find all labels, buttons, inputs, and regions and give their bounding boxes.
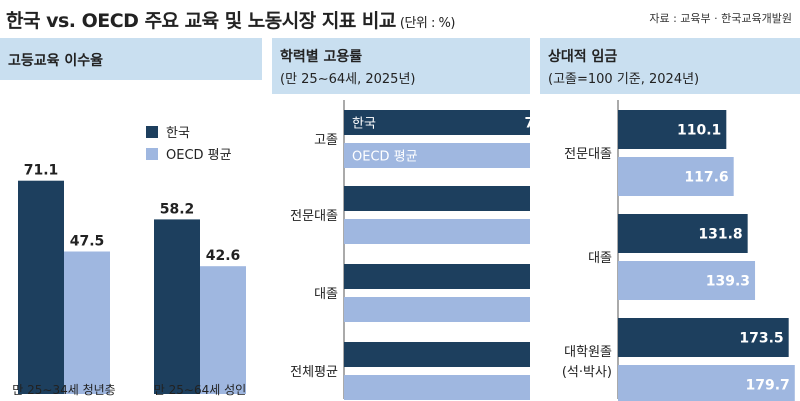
panel-attainment: 고등교육 이수율 71.1 47.5 만 25∼34세 청년층(2024년) 58.2… [0,38,262,401]
data-label: 117.6 [684,170,728,186]
source-note: 자료 : 교육부 · 한국교육개발원 [649,12,792,25]
panel-wage-header: 상대적 임금 (고졸=100 기준, 2024년) [540,38,800,94]
bar-korea [618,318,789,357]
category-label-line: 대졸 [588,251,612,266]
bar-korea [344,342,530,367]
category-label-line: 대졸 [314,287,338,302]
data-label: 173.5 [739,331,783,347]
category-label-line: 만 25∼34세 청년층 [12,383,115,397]
wage-chart: 110.1 117.6 전문대졸 131.8 139.3 대졸 173.5 179.7 대학원졸… [562,100,795,401]
data-label: 47.5 [70,234,105,250]
category-label: 고졸 [314,133,338,148]
legend-label: 한국 [166,126,190,141]
headline-unit: (단위 : %) [399,16,456,31]
category-label-line: 고졸 [314,133,338,148]
attainment-chart: 71.1 47.5 만 25∼34세 청년층(2024년) 58.2 42.6 만 25∼… [12,126,246,401]
panel-attainment-title: 고등교육 이수율 [8,53,104,69]
data-label: 42.6 [206,248,241,264]
bar-oecd [344,297,530,322]
data-label: 131.8 [698,227,742,243]
category-label: 대학원졸 (석·박사) [562,345,612,380]
category-label-line: 대학원졸 [564,345,612,360]
panel-wage: 상대적 임금 (고졸=100 기준, 2024년) 110.1 117.6 전문대졸… [540,38,800,401]
data-label: 71.1 [24,163,59,179]
bar-oecd [344,375,530,400]
category-label: 대졸 [588,251,612,266]
legend-swatch [146,126,158,138]
bar-oecd [618,157,734,196]
panel-employment-subtitle: (만 25∼64세, 2025년) [280,72,416,87]
category-label: 전문대졸 [564,147,612,162]
headline: 한국 vs. OECD 주요 교육 및 노동시장 지표 비교 (단위 : %) [6,6,455,33]
panel-wage-title: 상대적 임금 [548,49,618,65]
data-label: 58.2 [160,201,195,217]
data-label: 139.3 [706,274,750,290]
data-label: 179.7 [745,378,789,394]
legend-swatch [146,148,158,160]
bar-korea [344,264,530,289]
category-label: 전체평균 [290,365,338,380]
bar-korea [618,214,748,253]
legend-label: OECD 평균 [166,148,232,163]
category-label-line: 전문대졸 [564,147,612,162]
category-label: 만 25∼34세 청년층(2024년) [12,383,115,401]
data-label: 110.1 [677,123,721,139]
headline-title: 한국 vs. OECD 주요 교육 및 노동시장 지표 비교 [6,10,396,32]
bar-korea [618,110,727,149]
bar-oecd [618,261,756,300]
category-label: 대졸 [314,287,338,302]
legend-label: OECD 평균 [352,150,418,165]
panel-employment-header: 학력별 고용률 (만 25∼64세, 2025년) [272,38,530,94]
category-label-line: (석·박사) [562,365,612,380]
panel-wage-subtitle: (고졸=100 기준, 2024년) [548,72,700,87]
category-label: 전문대졸 [290,209,338,224]
bar-oecd [344,219,530,244]
category-label-line: 만 25∼64세 성인 [154,383,246,397]
bar-korea [344,186,530,211]
bar-korea [344,110,530,135]
data-label: 72.8 [525,116,530,132]
bar-oecd [344,143,530,168]
bar-oecd [64,251,110,394]
bar-oecd [618,365,795,401]
panel-employment-title: 학력별 고용률 [280,49,363,65]
bar-oecd [200,266,246,394]
bar-korea [18,180,64,394]
category-label-line: 전체평균 [290,365,338,380]
panel-employment: 학력별 고용률 (만 25∼64세, 2025년) 72.8한국77.5OECD… [272,38,530,401]
employment-chart: 72.8한국77.5OECD 평균고졸78.183.4전문대졸80.186대졸7… [290,100,530,400]
category-label: 만 25∼64세 성인('25년) [154,383,246,401]
category-label-line: 전문대졸 [290,209,338,224]
panel-attainment-header: 고등교육 이수율 [0,38,262,80]
legend-label: 한국 [352,117,376,132]
bar-korea [154,219,200,394]
